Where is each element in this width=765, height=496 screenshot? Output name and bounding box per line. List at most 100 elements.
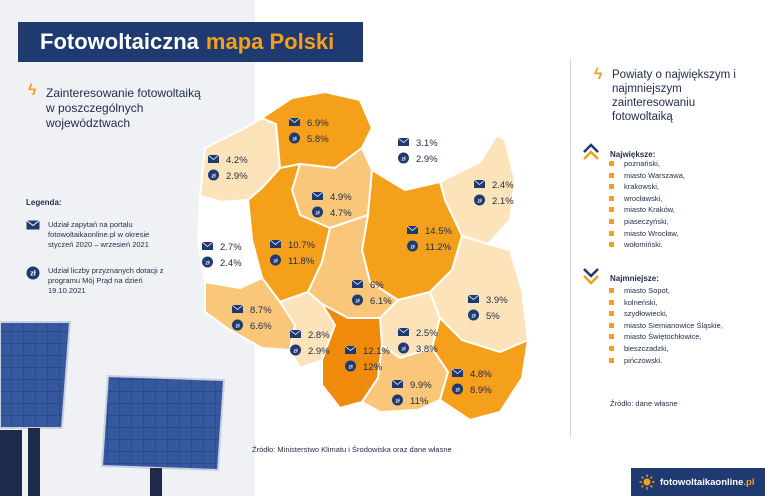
svg-text:zł: zł (477, 199, 482, 205)
lightning-icon: ϟ (594, 66, 603, 83)
svg-text:10.7%: 10.7% (288, 240, 315, 251)
right-source: Źródło: dane własne (610, 399, 678, 408)
list-item: kolneński, (609, 297, 723, 309)
footer-brand: fotowoltaikaonline.pl (631, 468, 765, 496)
svg-text:2.8%: 2.8% (308, 330, 330, 341)
svg-text:zł: zł (315, 211, 320, 217)
list-item: miasto Kraków, (609, 204, 685, 216)
list-item: miasto Świętochłowice, (609, 331, 723, 343)
smallest-label: Najmniejsze: (610, 274, 659, 283)
legend-title: Legenda: (26, 198, 62, 207)
svg-text:2.7%: 2.7% (220, 242, 242, 253)
region-podkarpackie (431, 317, 529, 421)
svg-text:6.9%: 6.9% (307, 118, 329, 129)
label-świętokrzyskie: 2.5% zł 3.8% (397, 327, 438, 355)
svg-text:2.9%: 2.9% (416, 154, 438, 165)
list-item: miasto Warszawa, (609, 170, 685, 182)
list-item: piaseczyński, (609, 216, 685, 228)
svg-text:4.7%: 4.7% (330, 208, 352, 219)
arrow-up-icon (583, 143, 599, 160)
zloty-coin-icon: zł (26, 266, 40, 280)
list-item: miasto Wrocław, (609, 228, 685, 240)
smallest-list: miasto Sopot, kolneński, szydłowiecki, m… (609, 285, 723, 366)
svg-text:zł: zł (401, 157, 406, 163)
right-panel-title: Powiaty o największym i najmniejszym zai… (612, 69, 736, 123)
svg-text:11.2%: 11.2% (425, 242, 452, 253)
svg-text:zł: zł (205, 261, 210, 267)
svg-text:4.8%: 4.8% (470, 369, 492, 380)
svg-text:zł: zł (355, 299, 360, 305)
list-item: krakowski, (609, 181, 685, 193)
list-item: wołomiński. (609, 239, 685, 251)
svg-text:zł: zł (395, 399, 400, 405)
solar-panels-illustration (0, 321, 226, 496)
list-item: szydłowiecki, (609, 308, 723, 320)
divider (570, 58, 571, 438)
svg-text:zł: zł (471, 314, 476, 320)
label-podkarpackie: 4.8% zł 8.9% (451, 368, 492, 396)
svg-text:9.9%: 9.9% (410, 380, 432, 391)
list-item: miasto Siemianowice Śląskie, (609, 320, 723, 332)
svg-text:zł: zł (211, 174, 216, 180)
svg-text:zł: zł (30, 271, 36, 278)
svg-text:3.1%: 3.1% (416, 138, 438, 149)
label-dolnośląskie: 8.7% zł 6.6% (231, 304, 272, 332)
sun-logo-icon (639, 474, 655, 490)
label-lubelskie: 3.9% zł 5% (467, 294, 508, 322)
label-zachodniopomorskie: 4.2% zł 2.9% (207, 154, 248, 182)
svg-text:6%: 6% (370, 280, 384, 291)
label-podlaskie: 2.4% zł 2.1% (473, 179, 514, 207)
svg-text:zł: zł (235, 324, 240, 330)
label-łódzkie: 6% zł 6.1% (351, 279, 392, 307)
svg-text:5%: 5% (486, 311, 500, 322)
svg-text:5.8%: 5.8% (307, 134, 329, 145)
svg-text:12.1%: 12.1% (363, 346, 390, 357)
svg-text:3.9%: 3.9% (486, 295, 508, 306)
label-wielkopolskie: 10.7% zł 11.8% (269, 239, 315, 267)
list-item: wrocławski, (609, 193, 685, 205)
label-mazowieckie: 14.5% zł 11.2% (406, 225, 452, 253)
intro-text: Zainteresowanie fotowoltaiką w poszczegó… (46, 86, 201, 130)
svg-text:2.5%: 2.5% (416, 328, 438, 339)
label-małopolskie: 9.9% zł 11% (391, 379, 432, 407)
label-pomorskie: 6.9% zł 5.8% (288, 117, 329, 145)
svg-text:zł: zł (401, 347, 406, 353)
svg-text:zł: zł (292, 137, 297, 143)
list-item: poznański, (609, 158, 685, 170)
envelope-icon (26, 220, 40, 230)
page-title: Fotowoltaiczna mapa Polski (18, 22, 363, 62)
svg-text:zł: zł (293, 349, 298, 355)
svg-text:11%: 11% (410, 396, 429, 407)
list-item: pińczowski. (609, 355, 723, 367)
label-warmińsko-mazurskie: 3.1% zł 2.9% (397, 137, 438, 165)
svg-text:11.8%: 11.8% (288, 256, 315, 267)
arrow-down-icon (583, 268, 599, 285)
svg-text:8.7%: 8.7% (250, 305, 272, 316)
label-lubuskie: 2.7% zł 2.4% (201, 241, 242, 269)
svg-text:zł: zł (455, 388, 460, 394)
svg-text:4.9%: 4.9% (330, 192, 352, 203)
svg-text:zł: zł (348, 365, 353, 371)
label-opolskie: 2.8% zł 2.9% (289, 329, 330, 357)
largest-label: Największe: (610, 150, 656, 159)
svg-text:2.9%: 2.9% (226, 171, 248, 182)
svg-text:6.6%: 6.6% (250, 321, 272, 332)
list-item: miasto Sopot, (609, 285, 723, 297)
legend-item-inquiries: Udział zapytań na portalu fotowoltaikaon… (26, 220, 173, 250)
svg-text:4.2%: 4.2% (226, 155, 248, 166)
label-śląskie: 12.1% zł 12% (344, 345, 390, 373)
largest-list: poznański, miasto Warszawa, krakowski, w… (609, 158, 685, 251)
svg-text:2.4%: 2.4% (492, 180, 514, 191)
poland-map: 6.9% zł 5.8% 3.1% zł 2.9% 4.2% zł 2.9% 2… (197, 91, 529, 421)
svg-text:6.1%: 6.1% (370, 296, 392, 307)
svg-text:2.9%: 2.9% (308, 346, 330, 357)
svg-text:zł: zł (273, 259, 278, 265)
svg-text:14.5%: 14.5% (425, 226, 452, 237)
label-kujawsko-pomorskie: 4.9% zł 4.7% (311, 191, 352, 219)
svg-text:12%: 12% (363, 362, 383, 373)
svg-text:zł: zł (410, 245, 415, 251)
map-source: Źródło: Ministerstwo Klimatu i Środowisk… (252, 445, 452, 454)
lightning-icon: ϟ (28, 82, 37, 99)
list-item: bieszczadzki, (609, 343, 723, 355)
svg-text:2.1%: 2.1% (492, 196, 514, 207)
